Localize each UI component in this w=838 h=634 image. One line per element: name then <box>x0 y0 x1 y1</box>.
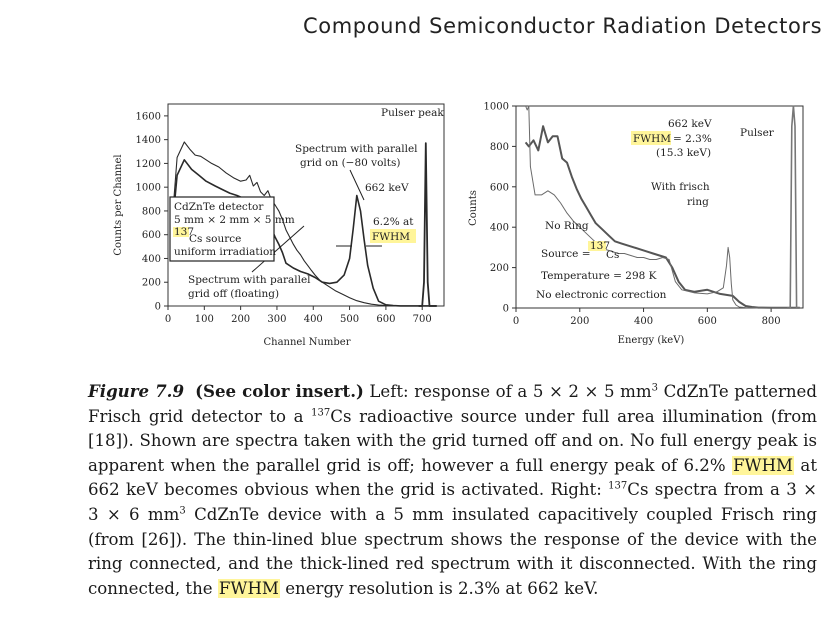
left-grid-off-label-1: Spectrum with parallel <box>188 274 311 286</box>
right-ytick-label: 200 <box>490 263 509 274</box>
caption-fwhm-highlight-1: FWHM <box>732 455 795 475</box>
caption-text-7: energy resolution is 2.3% at 662 keV. <box>279 578 599 598</box>
caption-sup-3: 137 <box>608 480 628 492</box>
legend-line-1: CdZnTe detector <box>174 201 264 213</box>
left-arrow-grid-off <box>251 225 305 273</box>
left-chart: 0 200 400 600 800 1000 1200 1400 1600 0 100 200 300… <box>113 103 445 348</box>
legend-line-2: 5 mm × 2 mm × 5 mm <box>174 214 295 226</box>
left-peak-energy-label: 662 keV <box>365 182 409 194</box>
right-ytick-label: 800 <box>490 142 509 153</box>
left-xtick-label: 600 <box>376 314 395 325</box>
left-grid-on-label-1: Spectrum with parallel <box>295 143 418 155</box>
left-xtick-label: 300 <box>267 314 286 325</box>
right-source-sup: 137 <box>590 240 610 252</box>
right-correction-label: No electronic correction <box>536 289 667 301</box>
figure-caption: Figure 7.9 (See color insert.) Left: res… <box>88 379 817 601</box>
right-series-line-1 <box>524 125 800 309</box>
right-fwhm-value: = 2.3% <box>673 133 712 145</box>
right-chart: 0 200 400 600 800 1000 0 200 400 600 800 Counts E… <box>468 102 804 346</box>
left-series-line-2 <box>170 159 437 307</box>
right-fwhm-highlight <box>631 131 671 145</box>
right-no-ring-label: No Ring <box>545 220 589 232</box>
running-header: Compound Semiconductor Radiation Detecto… <box>303 14 823 38</box>
left-ytick-label: 400 <box>142 254 161 265</box>
right-xtick-label: 800 <box>762 316 781 327</box>
left-ytick-label: 1000 <box>136 183 161 194</box>
left-xtick-label: 400 <box>304 314 323 325</box>
figure-panels: 0 200 400 600 800 1000 1200 1400 1600 0 100 200 300… <box>113 102 804 348</box>
left-resolution-label-1: 6.2% at <box>373 216 414 228</box>
left-x-axis-label: Channel Number <box>263 337 350 348</box>
legend-line-4: uniform irradiation <box>174 246 276 258</box>
right-pulser-label: Pulser <box>740 127 775 139</box>
legend-isotope-highlight <box>173 227 189 237</box>
left-pulser-label: Pulser peak <box>381 107 444 119</box>
caption-figure-number: Figure 7.9 <box>88 381 184 401</box>
left-fwhm-highlight <box>370 229 416 243</box>
left-ytick-label: 1600 <box>136 111 161 122</box>
left-ytick-label: 0 <box>155 302 161 313</box>
caption-sup-1: 3 <box>651 382 658 394</box>
right-source-highlight <box>588 241 606 251</box>
right-series-line-2 <box>525 105 800 309</box>
right-ytick-label: 400 <box>490 223 509 234</box>
right-xtick-label: 200 <box>570 316 589 327</box>
caption-text-6: CdZnTe device with a 5 mm insulated capa… <box>88 504 818 598</box>
right-xtick-label: 0 <box>513 316 519 327</box>
left-ytick-label: 600 <box>142 230 161 241</box>
left-annotation-arrows <box>251 169 382 273</box>
left-xtick-label: 0 <box>165 314 171 325</box>
right-ytick-label: 0 <box>503 304 509 315</box>
left-ytick-label: 800 <box>142 206 161 217</box>
right-xtick-label: 600 <box>698 316 717 327</box>
left-xtick-label: 100 <box>195 314 214 325</box>
right-xtick-label: 400 <box>634 316 653 327</box>
caption-text-4: at 662 keV becomes obvious when the grid… <box>88 455 817 500</box>
caption-color-insert-note: (See color insert.) <box>195 381 364 401</box>
caption-text-1: Left: response of a 5 × 2 × 5 mm <box>363 382 652 401</box>
left-y-axis-label: Counts per Channel <box>113 154 124 255</box>
left-resolution-label-2: FWHM <box>372 231 410 243</box>
left-series-line-1 <box>171 141 437 307</box>
right-source-element: Cs <box>606 249 619 261</box>
left-xtick-label: 200 <box>231 314 250 325</box>
right-x-axis-label: Energy (keV) <box>618 335 685 346</box>
right-peak-energy-label: 662 keV <box>668 118 712 130</box>
right-series-line-3 <box>787 105 800 309</box>
left-ytick-label: 200 <box>142 278 161 289</box>
left-xtick-label: 500 <box>340 314 359 325</box>
right-frisch-label-2: ring <box>687 196 709 208</box>
legend-isotope-sup: 137 <box>174 226 194 238</box>
caption-sup-4: 3 <box>179 505 186 517</box>
left-arrow-grid-on <box>349 169 365 201</box>
caption-fwhm-highlight-2: FWHM <box>217 578 280 598</box>
right-temperature-label: Temperature = 298 K <box>541 270 657 282</box>
left-ytick-label: 1200 <box>136 159 161 170</box>
right-y-axis-label: Counts <box>468 190 479 226</box>
right-plot-frame <box>515 105 804 309</box>
left-ytick-label: 1400 <box>136 135 161 146</box>
caption-text-2: CdZnTe patterned Frisch grid detector to… <box>88 382 818 426</box>
left-grid-off-label-2: grid off (floating) <box>188 288 279 300</box>
right-ytick-label: 1000 <box>484 102 509 113</box>
left-xtick-label: 700 <box>413 314 432 325</box>
right-frisch-label-1: With frisch <box>651 181 710 193</box>
caption-sup-2: 137 <box>311 407 331 419</box>
left-grid-on-label-2: grid on (−80 volts) <box>300 157 401 169</box>
left-plot-frame <box>167 103 445 307</box>
left-series-line-3 <box>418 142 437 307</box>
right-fwhm-kev: (15.3 keV) <box>656 147 711 159</box>
caption-text-5: Cs spectra from a 3 × 3 × 6 mm <box>88 480 817 524</box>
caption-text-3: Cs radioactive source under full area il… <box>88 406 817 475</box>
legend-line-3: Cs source <box>189 233 241 245</box>
right-source-label: Source = <box>541 248 591 260</box>
right-ytick-label: 600 <box>490 182 509 193</box>
right-fwhm-label: FWHM <box>633 133 671 145</box>
